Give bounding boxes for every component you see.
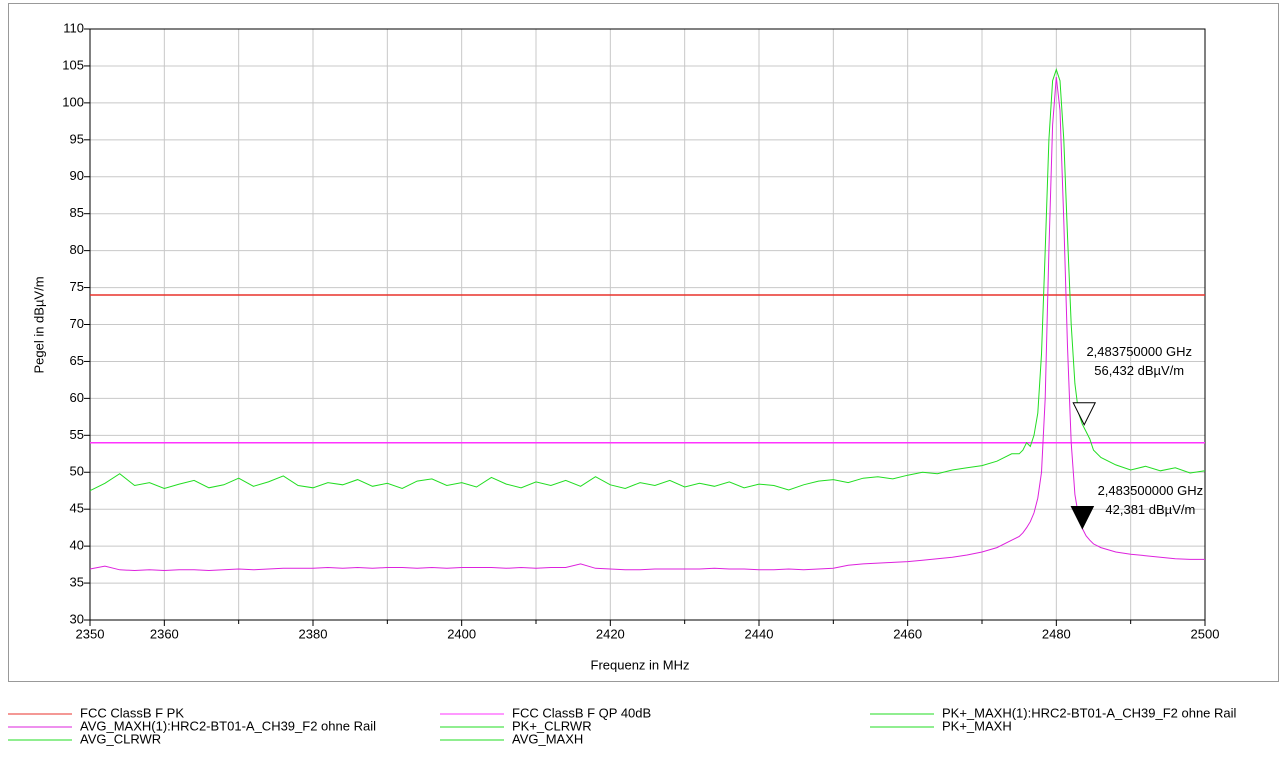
y-tick-label: 45 xyxy=(70,501,84,516)
trace-line xyxy=(89,76,1205,572)
legend-label: FCC ClassB F PK xyxy=(80,705,184,720)
legend-label: PK+_MAXH(1):HRC2-BT01-A_CH39_F2 ohne Rai… xyxy=(942,705,1237,720)
axes-box xyxy=(89,28,1206,621)
y-tick-label: 55 xyxy=(70,427,84,442)
y-tick-label: 75 xyxy=(70,279,84,294)
y-tick-label: 30 xyxy=(70,611,84,626)
x-tick-label: 2500 xyxy=(1191,626,1220,641)
legend-label: AVG_MAXH(1):HRC2-BT01-A_CH39_F2 ohne Rai… xyxy=(80,718,376,733)
x-tick-label: 2460 xyxy=(893,626,922,641)
chart-frame xyxy=(8,3,1279,682)
x-tick-label: 2350 xyxy=(76,626,105,641)
marker-freq-label: 2,483750000 GHz xyxy=(1086,344,1192,359)
y-tick-label: 100 xyxy=(62,94,84,109)
trace-line xyxy=(89,68,1206,492)
legend-label: AVG_CLRWR xyxy=(80,731,161,746)
y-tick-label: 40 xyxy=(70,538,84,553)
y-tick-label: 90 xyxy=(70,168,84,183)
x-tick-label: 2440 xyxy=(745,626,774,641)
legend-label: PK+_CLRWR xyxy=(512,718,592,733)
marker-level-label: 56,432 dBµV/m xyxy=(1094,363,1184,378)
x-tick-label: 2480 xyxy=(1042,626,1071,641)
y-tick-label: 70 xyxy=(70,316,84,331)
x-tick-label: 2360 xyxy=(150,626,179,641)
x-tick-label: 2420 xyxy=(596,626,625,641)
x-tick-label: 2400 xyxy=(447,626,476,641)
y-tick-label: 110 xyxy=(63,20,84,35)
legend-label: AVG_MAXH xyxy=(512,731,583,746)
y-tick-label: 80 xyxy=(70,242,84,257)
x-axis-label: Frequenz in MHz xyxy=(591,657,690,672)
marker-triangle xyxy=(1072,402,1097,426)
y-tick-label: 105 xyxy=(62,57,84,72)
marker-freq-label: 2,483500000 GHz xyxy=(1098,483,1204,498)
x-tick-label: 2380 xyxy=(299,626,328,641)
marker-level-label: 42,381 dBµV/m xyxy=(1105,502,1195,517)
marker-triangle xyxy=(1070,506,1095,530)
y-tick-label: 35 xyxy=(70,575,84,590)
y-tick-label: 65 xyxy=(70,353,84,368)
y-tick-label: 50 xyxy=(70,464,84,479)
y-tick-label: 95 xyxy=(70,131,84,146)
legend-label: FCC ClassB F QP 40dB xyxy=(512,705,651,720)
y-axis-label: Pegel in dBµV/m xyxy=(31,276,46,373)
legend-label: PK+_MAXH xyxy=(942,718,1012,733)
y-tick-label: 60 xyxy=(70,390,84,405)
y-tick-label: 85 xyxy=(70,205,84,220)
